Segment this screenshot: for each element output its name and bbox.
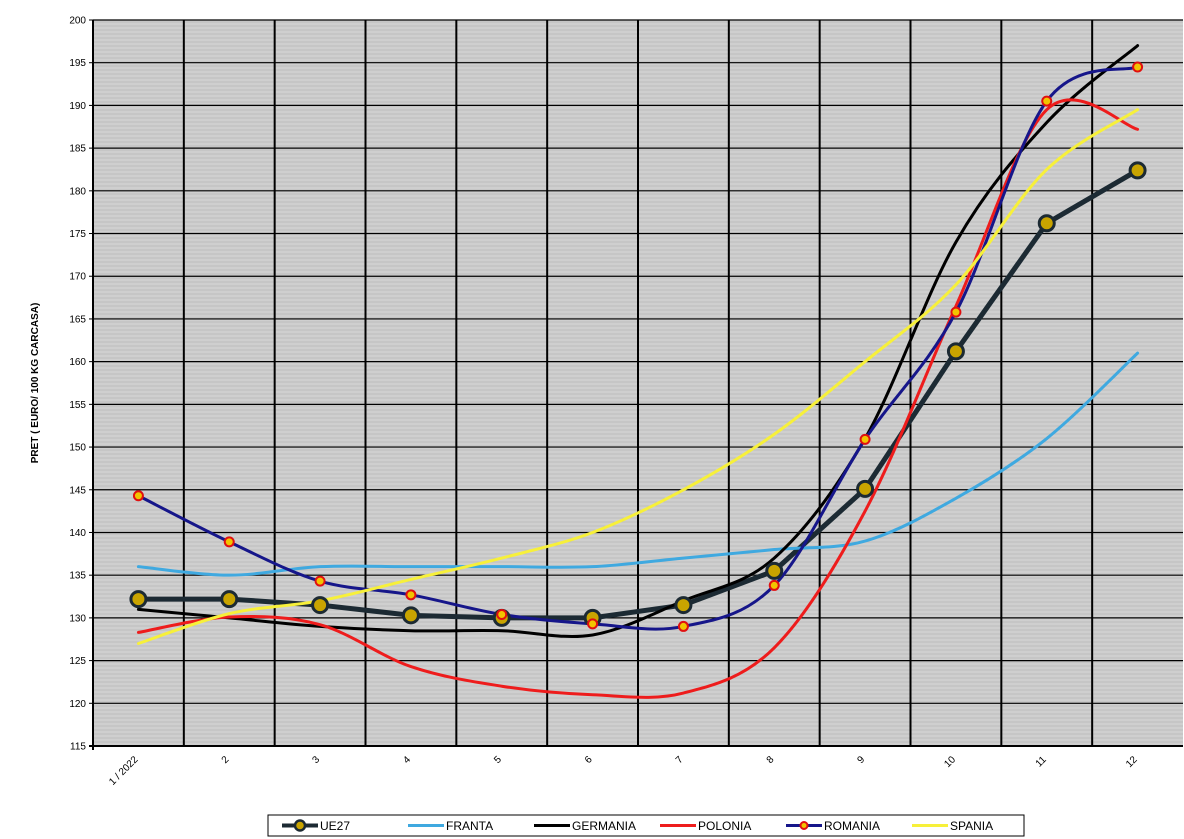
y-tick-label: 125	[69, 656, 86, 667]
legend-label-ue27: UE27	[320, 819, 350, 833]
y-tick-label: 115	[70, 742, 86, 753]
series-line-franta	[136, 351, 1140, 577]
data-point-ue27	[220, 590, 239, 609]
x-tick-label: 8	[765, 754, 777, 766]
y-tick-label: 190	[69, 101, 86, 112]
series-line-polonia	[136, 98, 1140, 699]
data-point-romania	[1041, 95, 1053, 107]
legend-label-germania: GERMANIA	[572, 819, 636, 833]
y-tick-label: 195	[69, 58, 86, 69]
data-point-romania	[132, 490, 144, 502]
data-point-romania	[950, 306, 962, 318]
x-tick-label: 7	[674, 754, 686, 766]
y-tick-label: 140	[69, 528, 86, 539]
data-point-romania	[677, 620, 689, 632]
data-point-romania	[314, 575, 326, 587]
y-tick-label: 175	[69, 229, 86, 240]
data-point-romania	[859, 433, 871, 445]
data-point-romania	[496, 608, 508, 620]
y-tick-label: 185	[69, 144, 86, 155]
data-point-ue27	[311, 596, 330, 615]
data-point-romania	[405, 589, 417, 601]
data-point-romania	[587, 618, 599, 630]
data-point-ue27	[1128, 161, 1147, 180]
data-point-ue27	[129, 590, 148, 609]
legend-box	[267, 814, 1025, 837]
data-point-ue27	[765, 561, 784, 580]
y-tick-label: 145	[69, 485, 86, 496]
y-axis-title: PRET ( EURO/ 100 KG CARCASA)	[30, 303, 41, 464]
x-tick-label: 4	[401, 754, 413, 766]
y-tick-label: 135	[69, 571, 86, 582]
legend-marker-ue27	[293, 819, 307, 832]
data-point-romania	[768, 579, 780, 591]
legend-label-polonia: POLONIA	[698, 819, 751, 833]
y-tick-label: 155	[69, 400, 86, 411]
y-tick-label: 200	[69, 16, 86, 27]
data-point-romania	[223, 536, 235, 548]
x-tick-label: 10	[942, 754, 958, 770]
x-tick-label: 2	[220, 754, 232, 766]
legend-marker-romania	[799, 821, 809, 830]
x-tick-label: 12	[1124, 754, 1140, 770]
x-tick-label: 5	[492, 754, 504, 766]
legend-label-spania: SPANIA	[950, 819, 993, 833]
x-tick-label: 11	[1034, 754, 1049, 769]
legend-label-romania: ROMANIA	[824, 819, 880, 833]
legend-label-franta: FRANTA	[446, 819, 493, 833]
data-point-ue27	[856, 479, 875, 498]
y-tick-label: 160	[69, 357, 86, 368]
data-point-ue27	[674, 596, 693, 615]
x-tick-label: 9	[855, 754, 867, 766]
x-tick-label: 1 / 2022	[107, 754, 141, 788]
data-point-ue27	[946, 342, 965, 361]
y-tick-label: 180	[69, 186, 86, 197]
y-tick-label: 170	[69, 272, 86, 283]
x-tick-label: 3	[310, 754, 322, 766]
y-tick-label: 120	[69, 699, 86, 710]
y-tick-label: 130	[69, 613, 86, 624]
data-point-ue27	[401, 606, 420, 625]
data-point-ue27	[1037, 214, 1056, 233]
x-tick-label: 6	[583, 754, 595, 766]
y-tick-label: 165	[69, 314, 86, 325]
data-point-romania	[1132, 61, 1144, 73]
y-tick-label: 150	[69, 443, 86, 454]
